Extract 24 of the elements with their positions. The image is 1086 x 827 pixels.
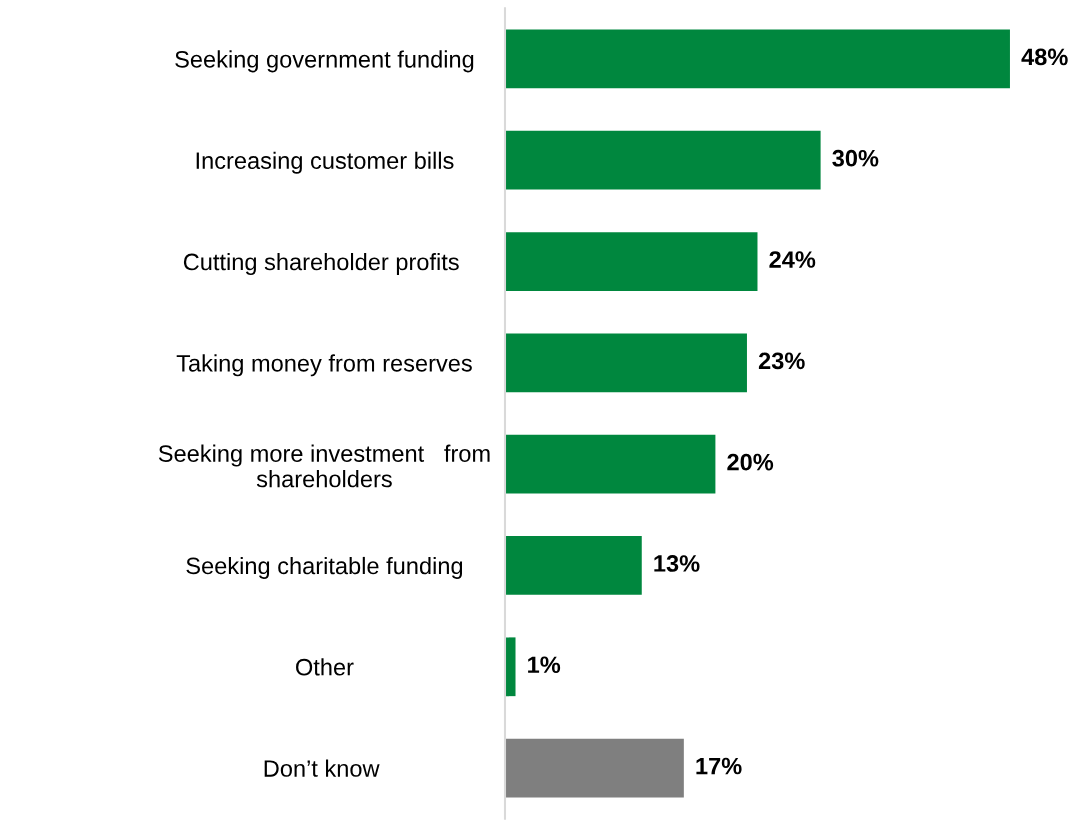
- y-tick-label: Seeking more investment from shareholders: [158, 444, 490, 488]
- y-tick-label: Cutting shareholder profits: [183, 252, 459, 275]
- data-label: 24%: [769, 251, 816, 268]
- y-tick-label: Seeking charitable funding: [186, 556, 463, 579]
- bar: [504, 29, 1010, 89]
- bar: [504, 637, 516, 697]
- y-tick-label: Don’t know: [264, 759, 380, 777]
- data-label: 48%: [1021, 48, 1068, 66]
- data-label: 17%: [696, 757, 742, 775]
- y-tick-label: Seeking government funding: [175, 50, 474, 73]
- bar: [504, 738, 684, 798]
- bar: [504, 434, 716, 494]
- data-label: 13%: [654, 555, 700, 572]
- bar: [504, 130, 821, 190]
- bar: [504, 333, 747, 393]
- bar: [504, 232, 758, 291]
- y-tick-label: Other: [296, 658, 354, 676]
- data-label: 30%: [832, 149, 879, 167]
- data-label: 20%: [727, 453, 774, 471]
- data-label: 23%: [758, 352, 805, 370]
- data-label: 1%: [528, 656, 561, 674]
- y-tick-label: Taking money from reserves: [176, 354, 472, 377]
- y-tick-label: Increasing customer bills: [196, 151, 454, 174]
- bar: [504, 536, 642, 595]
